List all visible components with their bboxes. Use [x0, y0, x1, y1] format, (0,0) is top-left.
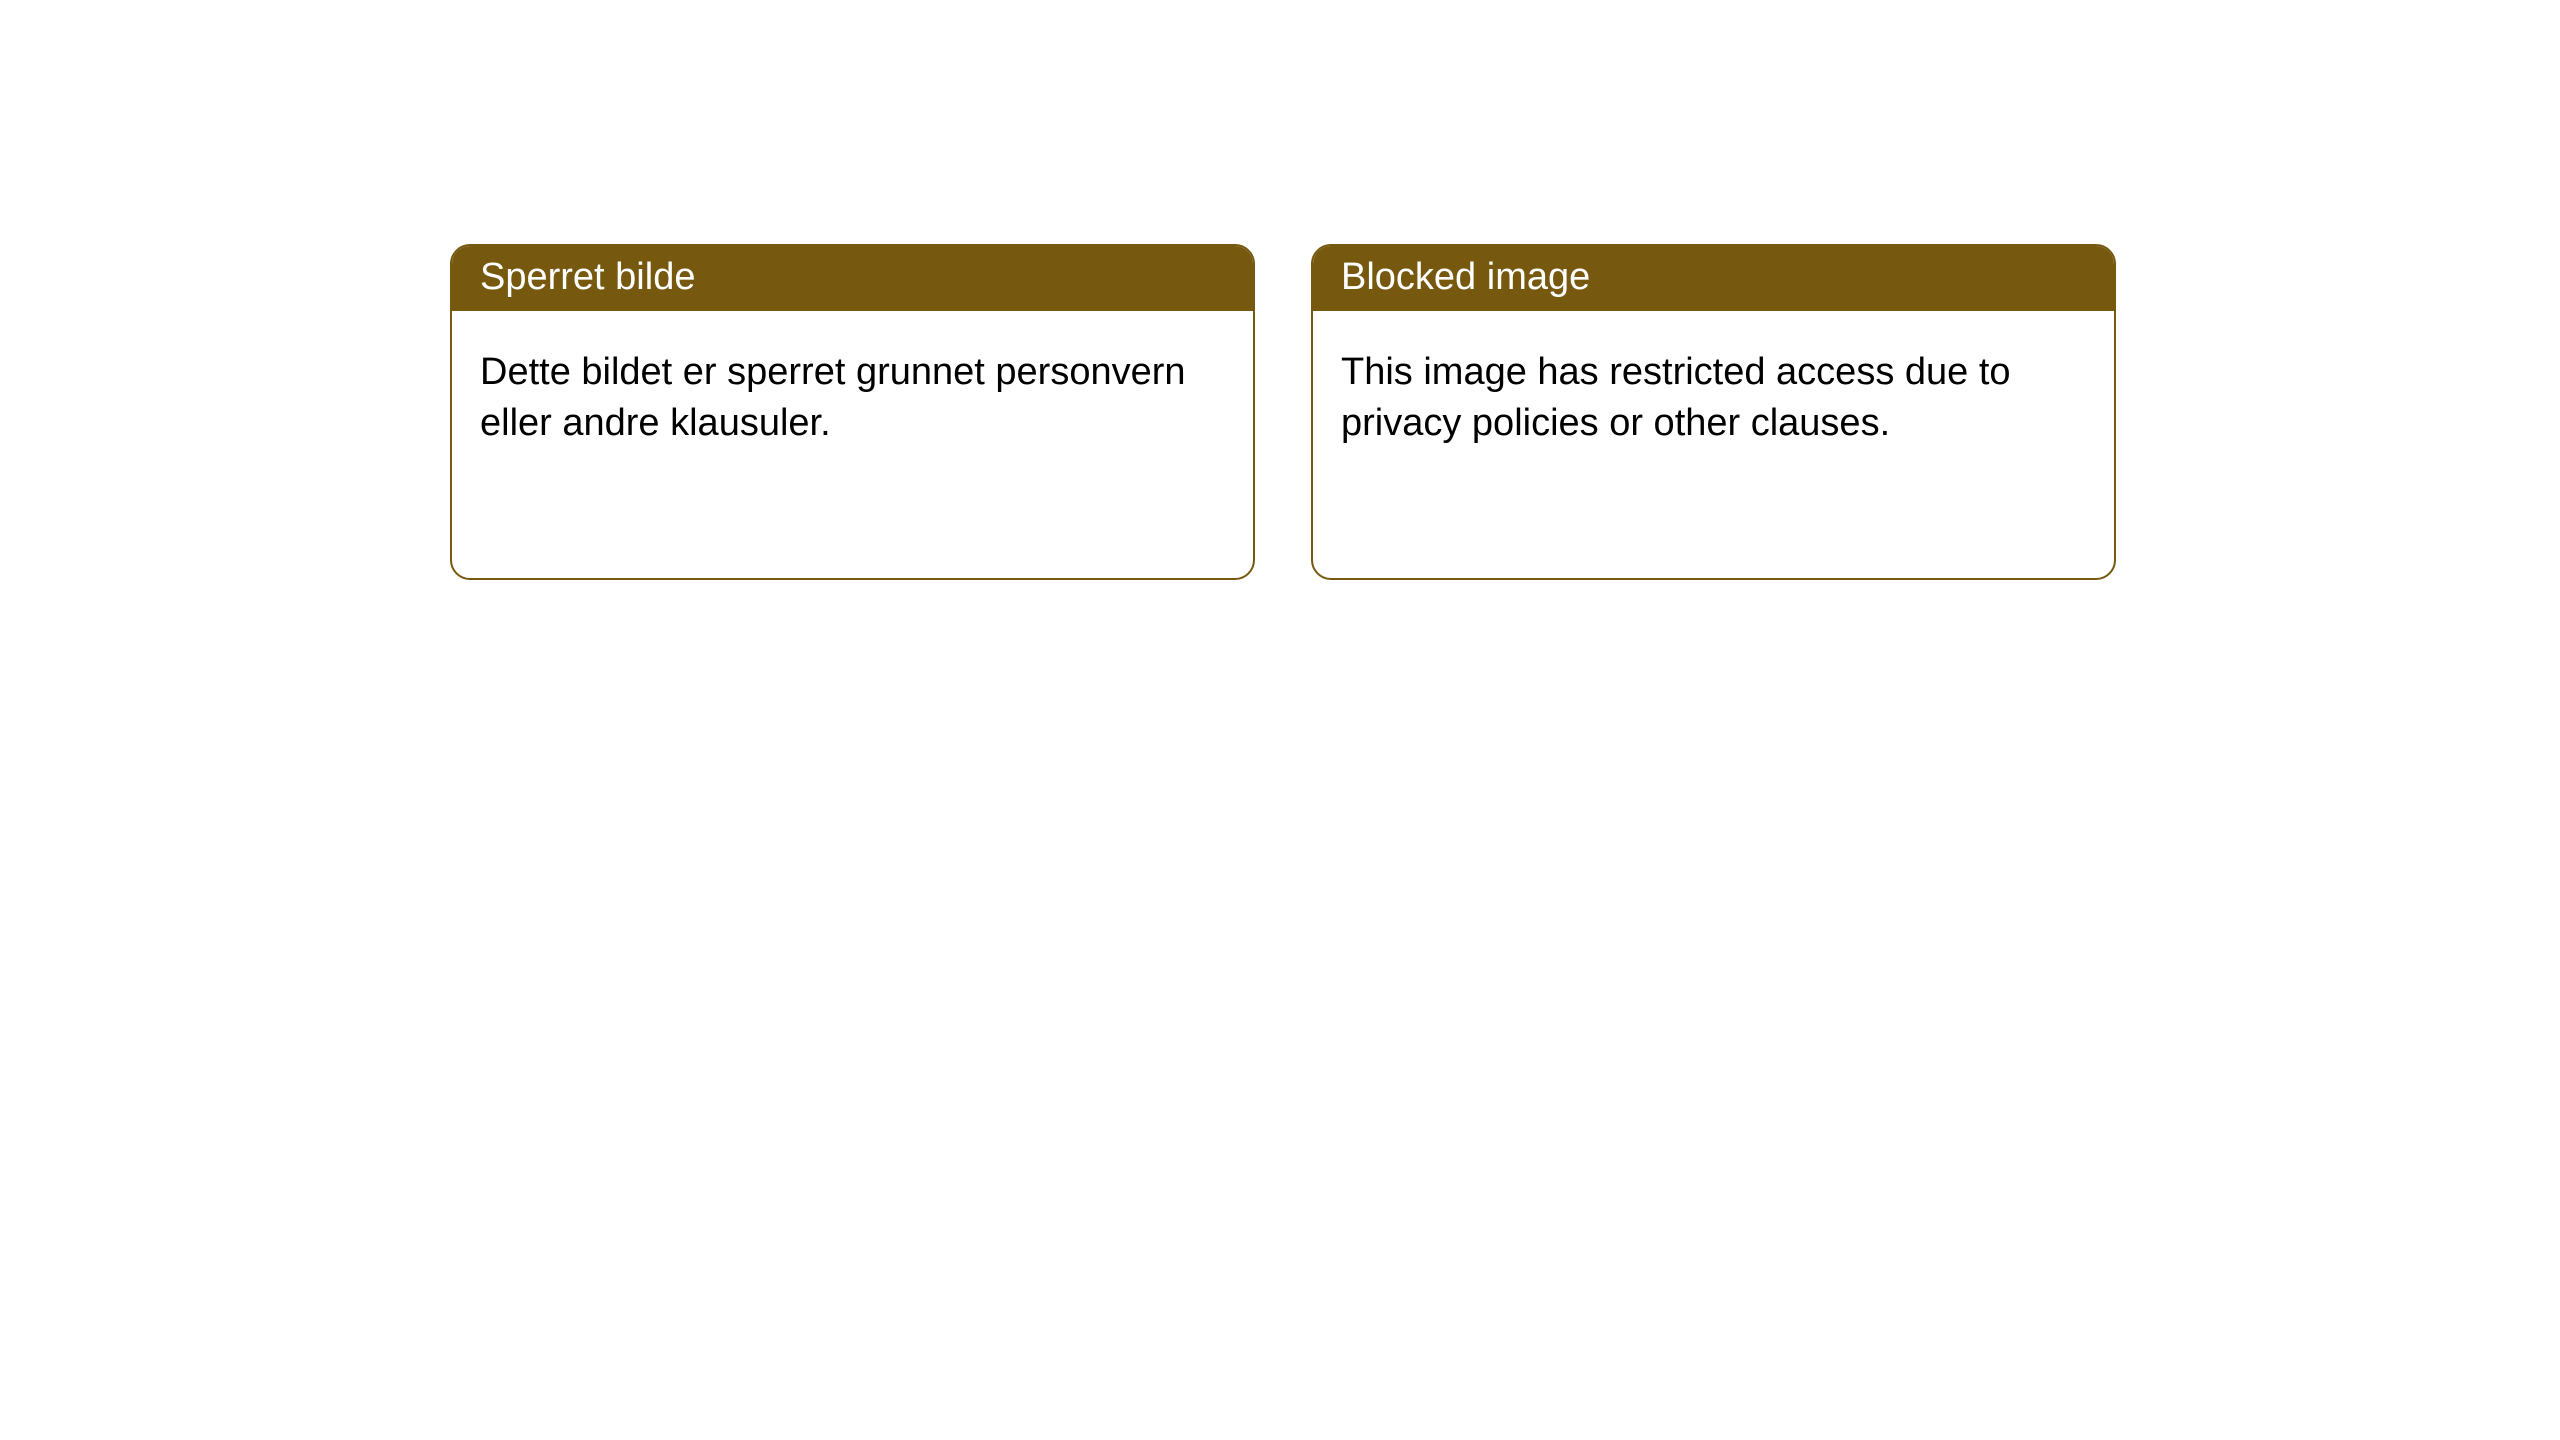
- notice-card-norwegian: Sperret bilde Dette bildet er sperret gr…: [450, 244, 1255, 580]
- card-title: Blocked image: [1313, 246, 2114, 311]
- card-body: This image has restricted access due to …: [1313, 311, 2114, 486]
- card-body: Dette bildet er sperret grunnet personve…: [452, 311, 1253, 486]
- notice-card-english: Blocked image This image has restricted …: [1311, 244, 2116, 580]
- card-title: Sperret bilde: [452, 246, 1253, 311]
- notice-container: Sperret bilde Dette bildet er sperret gr…: [0, 0, 2560, 580]
